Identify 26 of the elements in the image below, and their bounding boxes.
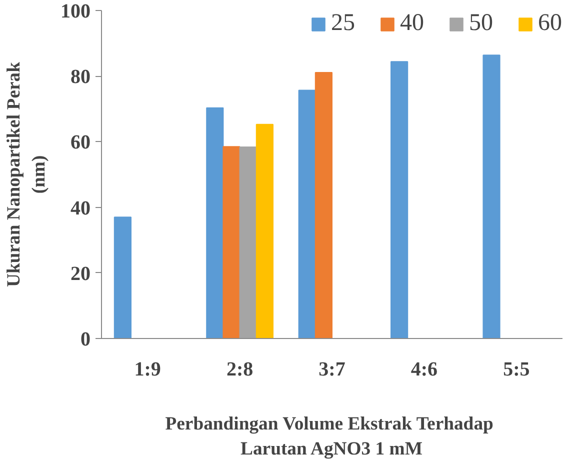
y-axis-title: Ukuran Nanopartikel Perak (nm) — [3, 61, 50, 287]
y-tick-label: 0 — [80, 328, 90, 350]
bar — [298, 90, 316, 338]
bar — [482, 54, 500, 338]
legend-label: 25 — [331, 10, 355, 37]
x-tick-label: 2:8 — [226, 358, 254, 380]
y-tick-label: 20 — [70, 262, 90, 285]
y-tick-label: 40 — [70, 197, 90, 220]
bar — [206, 107, 224, 338]
y-tick-label: 60 — [70, 132, 90, 154]
x-tick-label: 5:5 — [503, 358, 530, 380]
bar — [390, 61, 408, 338]
bar — [239, 146, 257, 338]
legend-label: 60 — [538, 10, 562, 37]
bar — [256, 124, 274, 338]
x-tick-label: 4:6 — [410, 358, 438, 380]
y-tick-label: 80 — [70, 66, 90, 88]
y-tick-label: 100 — [60, 0, 90, 22]
legend-label: 40 — [400, 10, 424, 37]
x-tick-label: 1:9 — [134, 358, 161, 380]
x-tick-label: 3:7 — [318, 358, 346, 380]
legend-label: 50 — [469, 10, 493, 37]
bar — [314, 72, 332, 338]
x-axis-title: Perbandingan Volume Ekstrak Terhadap Larutan AgNO3 1 mM — [165, 414, 494, 460]
bar — [222, 146, 240, 338]
bar — [114, 216, 132, 338]
